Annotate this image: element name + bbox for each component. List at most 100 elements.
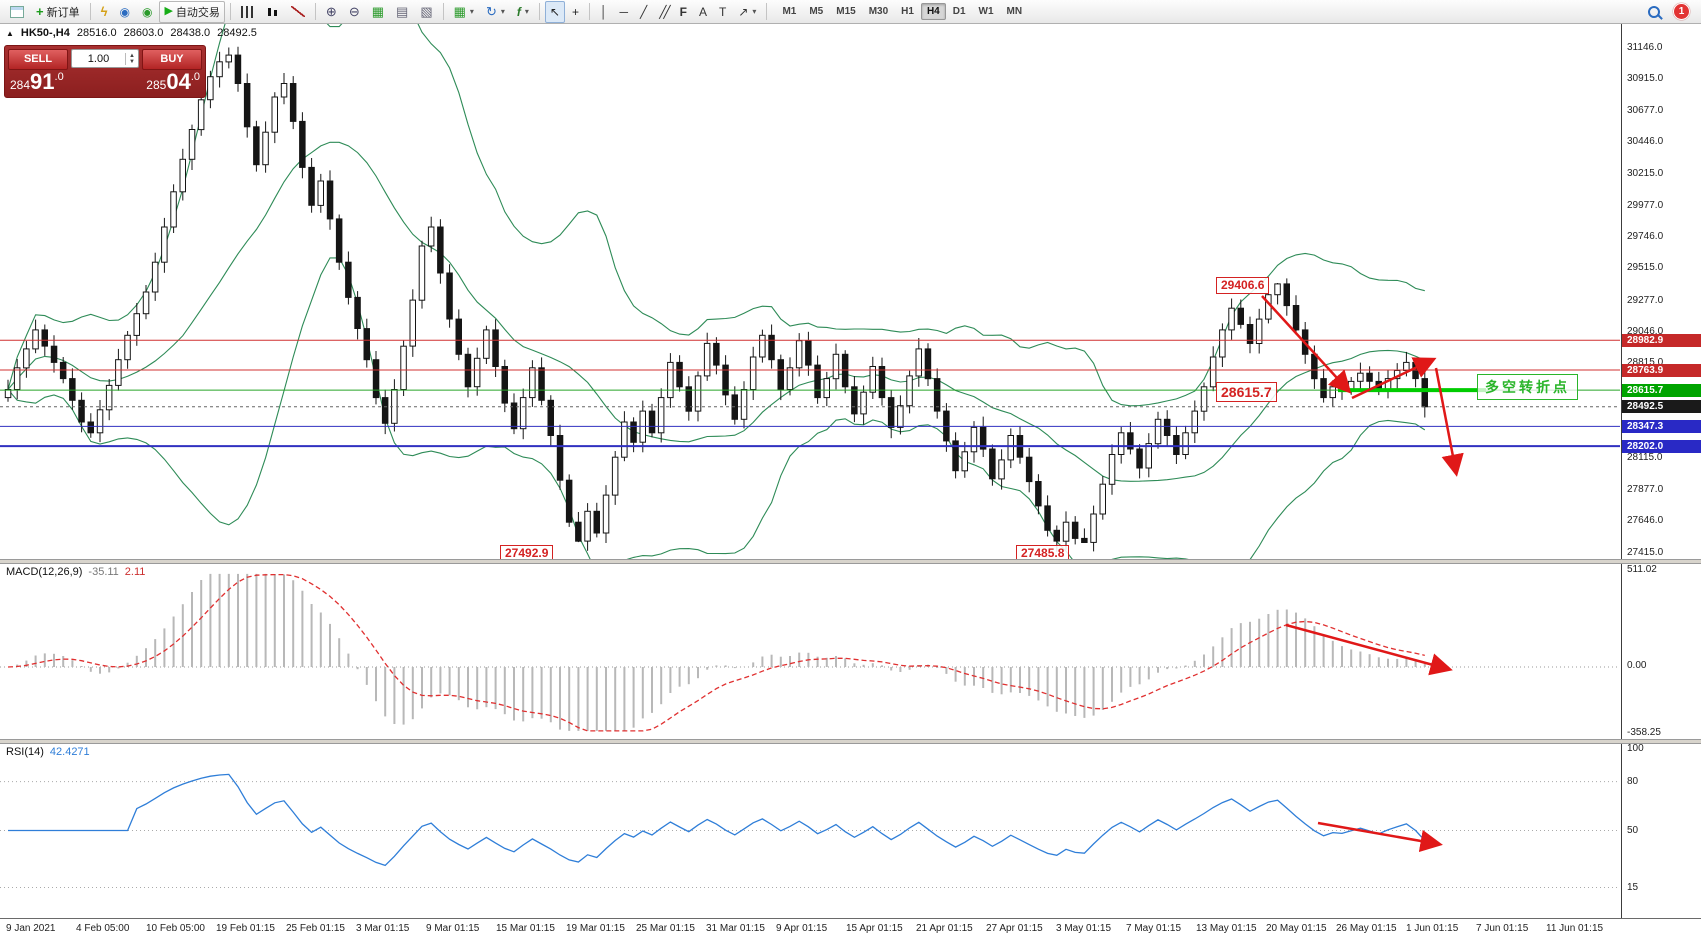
price-axis-label: 29277.0 [1627, 294, 1664, 306]
period-dropdown[interactable]: ↻ ▾ [481, 1, 510, 23]
timeframe-button-h1[interactable]: H1 [901, 6, 914, 17]
price-chart-canvas[interactable] [0, 24, 1701, 560]
lightning-icon: ϟ [100, 4, 108, 19]
volume-input[interactable]: 1.00 ▲ ▼ [71, 49, 139, 68]
cursor-tool-button[interactable]: ↖ [544, 0, 565, 23]
separator [766, 3, 768, 20]
chevron-down-icon: ▾ [469, 7, 474, 16]
timeframe-button-h4[interactable]: H4 [920, 3, 946, 20]
bar-chart-button[interactable] [236, 1, 259, 23]
timeframe-button-w1[interactable]: W1 [978, 6, 994, 17]
buy-button[interactable]: BUY [142, 49, 202, 70]
channel-tool[interactable]: ╱╱ [654, 1, 672, 23]
fibonacci-tool[interactable]: F [675, 1, 692, 23]
panel-separator[interactable] [0, 559, 1701, 564]
rsi-panel[interactable]: RSI(14) 42.4271 [0, 744, 1701, 918]
volume-value[interactable]: 1.00 [87, 52, 110, 65]
time-axis-label: 31 Mar 01:15 [706, 923, 765, 934]
chevron-down-icon: ▾ [524, 7, 529, 16]
zoom-out-button[interactable]: ⊖ [344, 1, 365, 23]
new-order-label: 新订单 [46, 6, 80, 19]
new-order-button[interactable]: + 新订单 [31, 1, 85, 23]
auto-trading-button[interactable]: ▶ 自动交易 [159, 0, 225, 23]
chart-window-icon [10, 5, 24, 18]
horizontal-line-icon: ─ [619, 4, 628, 19]
support-level-label: 28615.7 [1216, 382, 1277, 402]
new-chart-icon: ▦ [453, 4, 466, 19]
new-chart-dropdown[interactable]: ▦ ▾ [449, 1, 479, 23]
cascade-icon: ▧ [420, 4, 433, 19]
time-axis-label: 20 May 01:15 [1266, 923, 1327, 934]
timeframe-button-m30[interactable]: M30 [868, 6, 889, 17]
symbol-period: HK50-,H4 [20, 27, 70, 39]
price-tag: 28202.0 [1622, 439, 1701, 453]
new-chart-icon[interactable] [5, 1, 29, 23]
main-chart-panel[interactable]: ▲ HK50-,H4 28516.0 28603.0 28438.0 28492… [0, 24, 1701, 562]
separator [229, 3, 231, 20]
price-axis-label: 29046.0 [1627, 325, 1664, 337]
price-axis-label: 30915.0 [1627, 72, 1664, 84]
arrows-tool[interactable]: ↗ ▾ [733, 1, 761, 23]
timeframe-button-d1[interactable]: D1 [952, 6, 966, 17]
search-button[interactable] [1643, 1, 1665, 23]
vertical-line-tool[interactable]: │ [595, 1, 613, 23]
time-axis-label: 13 May 01:15 [1196, 923, 1257, 934]
macd-canvas[interactable] [0, 564, 1701, 739]
market-button[interactable]: ◉ [114, 1, 134, 23]
line-chart-button[interactable] [286, 1, 310, 23]
timeframe-button-m15[interactable]: M15 [836, 6, 856, 17]
macd-panel[interactable]: MACD(12,26,9) -35.11 2.11 [0, 564, 1701, 739]
price-tag: 28615.7 [1622, 383, 1701, 397]
tile-windows-button[interactable]: ▦ [367, 1, 389, 23]
price-axis: 31146.0 30915.0 30677.0 30446.0 30215.0 29977… [1621, 24, 1701, 918]
arrow-icon: ↗ [738, 4, 749, 19]
price-tag: 28347.3 [1622, 419, 1701, 433]
swing-low-label-1: 27492.9 [500, 545, 554, 562]
rsi-value: 42.4271 [49, 746, 90, 758]
timeframe-button-m1[interactable]: M1 [782, 6, 797, 17]
stepper-up-icon[interactable]: ▲ [129, 52, 135, 59]
zoom-in-button[interactable]: ⊕ [321, 1, 342, 23]
macd-name: MACD(12,26,9) [6, 566, 83, 578]
indicators-dropdown[interactable]: f ▾ [512, 1, 534, 23]
time-axis-label: 26 May 01:15 [1336, 923, 1397, 934]
price-tag: 28763.9 [1622, 363, 1701, 377]
crosshair-tool-button[interactable]: + [567, 1, 584, 23]
notification-badge[interactable]: 1 [1673, 3, 1690, 20]
horizontal-line-tool[interactable]: ─ [614, 1, 633, 23]
price-axis-label: 29746.0 [1627, 231, 1664, 242]
timeframe-button-m5[interactable]: M5 [809, 6, 824, 17]
text-icon: A [699, 4, 708, 19]
zoom-out-icon: ⊖ [348, 4, 360, 19]
volume-stepper[interactable]: ▲ ▼ [125, 52, 138, 65]
community-button[interactable]: ◉ [137, 1, 157, 23]
price-axis-label: 30677.0 [1627, 105, 1664, 116]
clock-icon: ↻ [485, 4, 497, 19]
ohlc-header: ▲ HK50-,H4 28516.0 28603.0 28438.0 28492… [6, 27, 257, 39]
turning-point-annotation: 多空转折点 [1477, 374, 1578, 400]
rsi-axis-label: 80 [1627, 775, 1639, 787]
label-tool[interactable]: T [714, 1, 731, 23]
text-tool[interactable]: A [694, 1, 712, 23]
collapse-trade-panel-icon[interactable]: ▲ [6, 28, 14, 38]
buy-price: 28504.0 [146, 69, 200, 94]
rsi-canvas[interactable] [0, 744, 1701, 918]
expert-advisors-button[interactable]: ϟ [96, 1, 113, 23]
macd-signal-value: 2.11 [124, 566, 146, 578]
fibonacci-icon: F [679, 4, 687, 19]
toolbar-right: 1 [1643, 1, 1696, 23]
sell-button[interactable]: SELL [8, 49, 68, 70]
separator [538, 3, 540, 20]
separator [314, 3, 316, 20]
arrange-button[interactable]: ▤ [391, 1, 413, 23]
trendline-tool[interactable]: ╱ [635, 1, 652, 23]
tile-windows-icon: ▦ [371, 4, 385, 19]
stepper-down-icon[interactable]: ▼ [129, 58, 135, 65]
time-axis-label: 7 Jun 01:15 [1476, 923, 1529, 934]
panel-separator[interactable] [0, 739, 1701, 744]
candlestick-chart-button[interactable] [261, 1, 284, 23]
one-click-trading-widget: SELL 1.00 ▲ ▼ BUY 28491.0 28504.0 [4, 45, 206, 98]
timeframe-button-mn[interactable]: MN [1006, 6, 1023, 17]
cascade-button[interactable]: ▧ [415, 1, 437, 23]
rsi-label: RSI(14) 42.4271 [6, 746, 90, 758]
